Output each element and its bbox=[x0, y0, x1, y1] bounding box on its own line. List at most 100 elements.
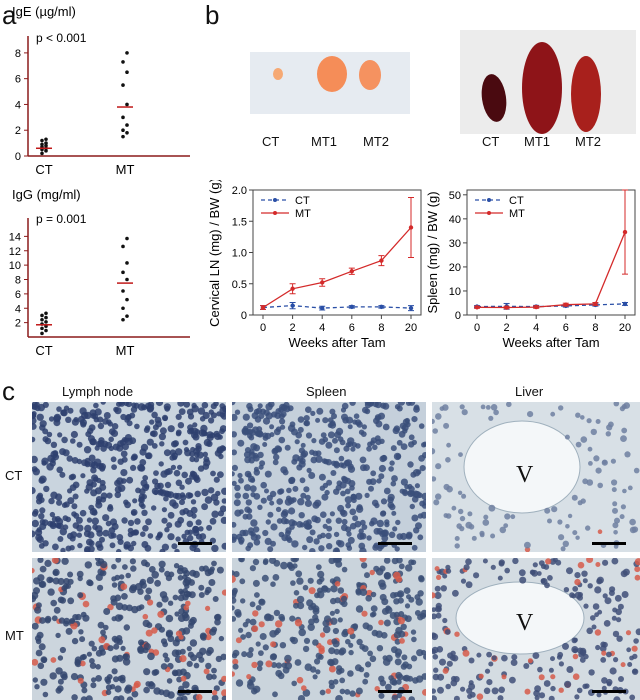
nucleus bbox=[246, 402, 253, 410]
nucleus bbox=[352, 515, 359, 522]
mt-data-point bbox=[504, 305, 509, 310]
nucleus bbox=[590, 428, 597, 436]
nucleus bbox=[306, 467, 312, 473]
nucleus bbox=[562, 642, 569, 650]
nucleus bbox=[262, 432, 269, 439]
nucleus bbox=[245, 618, 251, 624]
nucleus bbox=[415, 522, 422, 530]
nucleus bbox=[344, 496, 353, 504]
nucleus bbox=[361, 524, 368, 530]
nucleus bbox=[50, 599, 57, 607]
nucleus bbox=[100, 560, 108, 569]
nucleus bbox=[34, 606, 42, 614]
nucleus bbox=[400, 478, 408, 486]
nucleus bbox=[131, 540, 137, 547]
nucleus bbox=[316, 407, 324, 415]
nucleus bbox=[249, 618, 257, 626]
nucleus bbox=[574, 572, 581, 579]
legend-label-ct: CT bbox=[295, 195, 310, 207]
nucleus bbox=[457, 490, 463, 495]
nucleus bbox=[330, 585, 338, 593]
nucleus bbox=[202, 565, 209, 572]
y-tick-label: 8 bbox=[15, 275, 21, 287]
nucleus bbox=[391, 475, 398, 482]
nucleus bbox=[98, 437, 105, 444]
nucleus bbox=[114, 594, 122, 602]
nucleus bbox=[488, 661, 494, 667]
category-label: MT bbox=[116, 343, 135, 358]
nucleus bbox=[381, 607, 389, 615]
eosinophil-cell bbox=[631, 645, 638, 652]
nucleus bbox=[303, 486, 310, 493]
nucleus bbox=[459, 515, 466, 522]
nucleus bbox=[588, 669, 595, 676]
nucleus bbox=[284, 444, 291, 451]
nucleus bbox=[201, 488, 209, 497]
nucleus bbox=[247, 428, 254, 435]
nucleus bbox=[238, 477, 244, 484]
nucleus bbox=[81, 653, 87, 660]
nucleus bbox=[620, 504, 626, 510]
nucleus bbox=[442, 617, 448, 624]
nucleus bbox=[374, 414, 382, 421]
nucleus bbox=[280, 517, 288, 525]
nucleus bbox=[331, 413, 337, 420]
nucleus bbox=[497, 575, 503, 581]
nucleus bbox=[123, 624, 130, 631]
nucleus bbox=[334, 597, 341, 604]
nucleus bbox=[582, 578, 588, 584]
igg-scatter-chart: IgG (mg/ml) p = 0.001 2 4 6 8 10 12 14 CT MT bbox=[9, 187, 190, 358]
nucleus bbox=[572, 530, 578, 536]
nucleus bbox=[341, 566, 348, 573]
nucleus bbox=[488, 504, 496, 512]
nucleus bbox=[260, 481, 267, 489]
nucleus bbox=[376, 478, 382, 484]
nucleus bbox=[432, 613, 437, 620]
ct-series-line bbox=[262, 304, 412, 309]
nucleus bbox=[272, 459, 279, 466]
mt-data-point bbox=[320, 280, 325, 285]
nucleus bbox=[71, 511, 77, 517]
nucleus bbox=[245, 545, 251, 552]
ct-data-point bbox=[320, 305, 325, 311]
nucleus bbox=[435, 463, 442, 470]
nucleus bbox=[411, 655, 418, 662]
nucleus bbox=[384, 573, 390, 580]
nucleus bbox=[173, 563, 180, 569]
nucleus bbox=[136, 605, 142, 612]
eosinophil-cell bbox=[157, 610, 165, 618]
nucleus bbox=[379, 679, 387, 687]
nucleus bbox=[439, 406, 445, 411]
nucleus bbox=[188, 618, 196, 626]
ct-data-point bbox=[408, 305, 414, 311]
nucleus bbox=[587, 446, 593, 452]
nucleus bbox=[67, 407, 74, 414]
nucleus bbox=[341, 475, 347, 482]
nucleus bbox=[319, 485, 326, 491]
nucleus bbox=[47, 588, 55, 596]
nucleus bbox=[317, 570, 325, 578]
nucleus bbox=[253, 455, 260, 462]
scale-bar bbox=[178, 542, 212, 545]
nucleus bbox=[77, 592, 84, 599]
nucleus bbox=[349, 690, 356, 697]
nucleus bbox=[349, 402, 356, 406]
nucleus bbox=[391, 510, 397, 516]
nucleus bbox=[100, 492, 108, 500]
nucleus bbox=[265, 403, 273, 411]
nucleus bbox=[620, 570, 628, 578]
nucleus bbox=[134, 583, 143, 591]
nucleus bbox=[252, 426, 259, 434]
nucleus bbox=[232, 521, 237, 528]
mt-data-point bbox=[563, 302, 568, 307]
nucleus bbox=[137, 645, 144, 653]
nucleus bbox=[232, 413, 238, 422]
nucleus bbox=[558, 534, 565, 541]
nucleus bbox=[308, 472, 316, 479]
nucleus bbox=[290, 558, 296, 562]
nucleus bbox=[50, 441, 58, 448]
eosinophil-cell bbox=[550, 674, 556, 680]
nucleus bbox=[208, 417, 215, 424]
mt-data-point bbox=[290, 286, 295, 291]
data-point bbox=[121, 270, 125, 275]
